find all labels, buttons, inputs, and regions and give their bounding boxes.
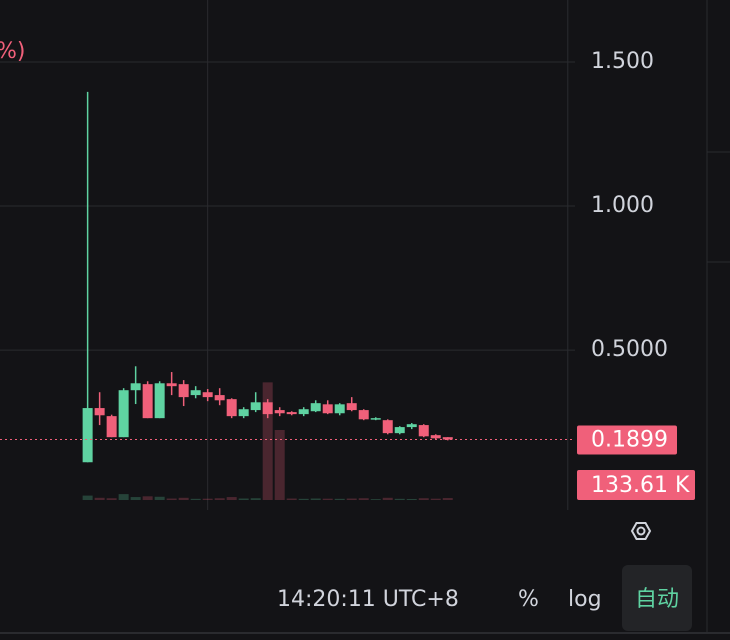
candle-body [274, 410, 285, 414]
volume-bar [94, 497, 105, 500]
volume-bar [142, 496, 153, 500]
x-axis: 11月 12月 [183, 517, 593, 541]
volume-bar [286, 498, 297, 500]
candle-body [226, 399, 237, 417]
x-tick-label: 11月 [183, 517, 233, 541]
candle-body [202, 392, 213, 398]
volume-bar [166, 498, 177, 500]
volume-bar [298, 498, 309, 500]
auto-toggle[interactable]: 自动 [635, 587, 679, 612]
volume-label: 133.61 K [591, 473, 690, 498]
clock[interactable]: 14:20:11 UTC+8 [277, 587, 459, 612]
volume-bar [322, 498, 333, 500]
candle-body [346, 403, 357, 411]
y-tick-label: 0.5000 [591, 337, 668, 362]
volume-bar [178, 497, 189, 500]
log-toggle[interactable]: log [568, 587, 602, 612]
y-tick-label: 1.000 [591, 193, 654, 218]
volume-bar [394, 498, 405, 500]
candle-body [418, 425, 429, 437]
settings-icon [630, 522, 652, 540]
candle-body [142, 384, 153, 419]
candle-body [442, 437, 453, 440]
volume-bar [154, 496, 165, 500]
volume-bar [106, 498, 117, 500]
volume-bar [190, 498, 201, 500]
volume-bar [262, 382, 273, 500]
volume-bar [310, 498, 321, 500]
candle-body [322, 404, 333, 414]
volume-tag [577, 470, 695, 500]
volume-bar [382, 497, 393, 500]
y-tick-label: 1.500 [591, 49, 654, 74]
candle-body [82, 408, 93, 463]
volume-bar [430, 498, 441, 500]
candle-body [358, 410, 369, 420]
candle-body [430, 435, 441, 439]
volume-layer [82, 382, 453, 500]
auto-toggle-bg[interactable] [622, 565, 692, 631]
candle-body [238, 409, 249, 417]
candle-body [310, 403, 321, 412]
volume-bar [358, 498, 369, 500]
volume-bar [82, 495, 93, 500]
candle-body [166, 383, 177, 387]
volume-bar [238, 498, 249, 500]
settings-icon [636, 526, 646, 536]
price-tag [577, 425, 677, 455]
candle-body [214, 395, 225, 401]
candle-body [154, 383, 165, 419]
grid [0, 0, 575, 510]
volume-bar [442, 498, 453, 500]
candle-body [190, 390, 201, 396]
x-tick-label: 12月 [543, 517, 593, 541]
volume-bar [418, 498, 429, 500]
candle-layer [82, 91, 453, 463]
candle-body [262, 402, 273, 415]
candle-body [106, 416, 117, 438]
volume-bar [370, 499, 381, 500]
legend-fragment: %) [0, 39, 26, 64]
candle-body [130, 383, 141, 391]
volume-bar [130, 497, 141, 500]
candle-body [178, 384, 189, 398]
volume-bar [346, 498, 357, 500]
price-label: 0.1899 [591, 428, 668, 453]
candle-body [250, 402, 261, 411]
candle-body [394, 427, 405, 434]
settings-button[interactable] [630, 522, 652, 540]
candle-body [382, 420, 393, 434]
volume-bar [214, 498, 225, 500]
candle-body [94, 408, 105, 416]
percent-toggle[interactable]: % [518, 587, 539, 612]
volume-bar [334, 498, 345, 500]
candle-body [370, 418, 381, 420]
candle-body [118, 390, 129, 438]
volume-bar [250, 498, 261, 500]
candle-body [334, 404, 345, 414]
candle-body [286, 412, 297, 415]
candle-body [406, 424, 417, 428]
volume-bar [226, 497, 237, 500]
volume-bar [274, 430, 285, 500]
candle-body [298, 409, 309, 415]
volume-bar [202, 498, 213, 500]
volume-bar [406, 498, 417, 500]
volume-bar [118, 494, 129, 500]
